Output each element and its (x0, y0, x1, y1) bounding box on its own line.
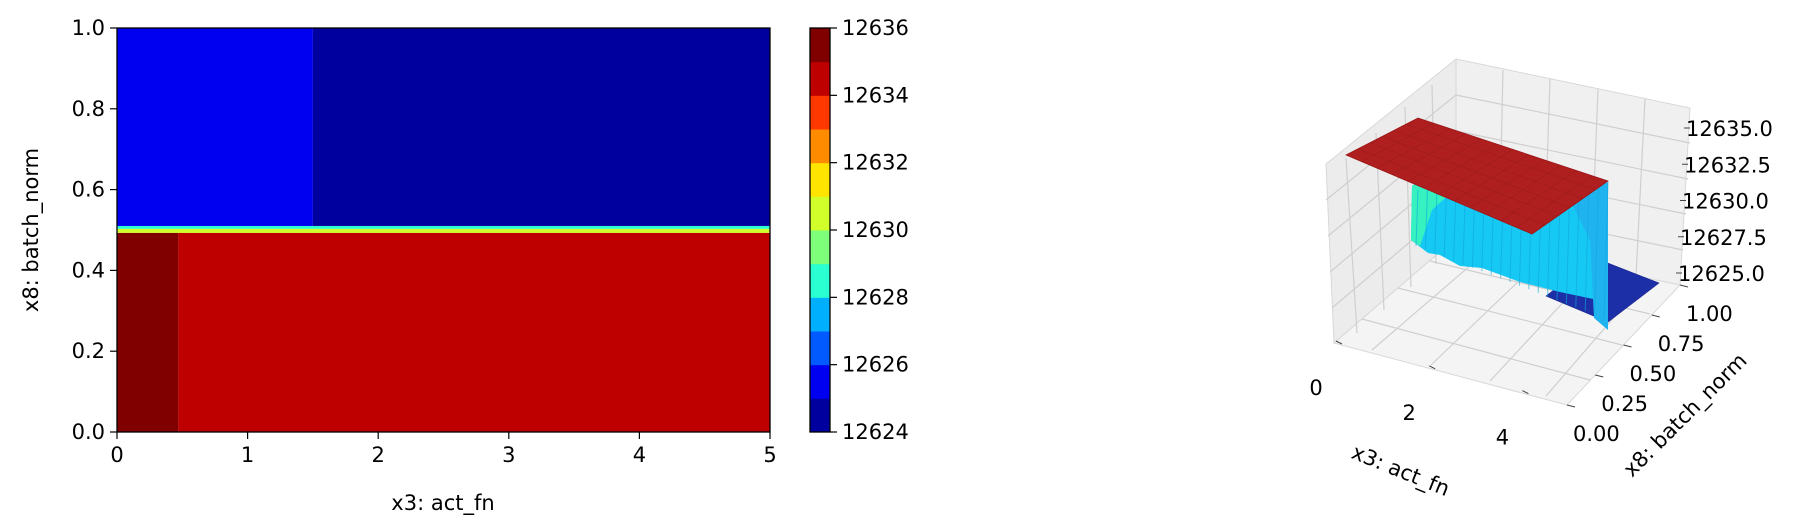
contour-x-tick-label: 3 (502, 443, 515, 467)
surface-mesh-line (1393, 130, 1583, 199)
surface-mesh-line (1357, 148, 1545, 226)
contour-chart: 0 1 2 3 4 5 0.0 0.2 0.4 0.6 0.8 1.0 x3: act_fn x8:… (19, 16, 777, 516)
colorbar-level (810, 129, 830, 164)
contour-x-tick-label: 1 (241, 443, 254, 467)
surface (1345, 117, 1660, 330)
colorbar-tick-label: 12624 (842, 420, 909, 444)
surface-mesh-line (1405, 123, 1596, 191)
contour-x-axis-label: x3: act_fn (391, 491, 494, 516)
surface-x-ticks: 0 2 4 (1309, 340, 1529, 450)
surface-x-tick-label: 0 (1309, 376, 1322, 400)
contour-y-tick-label: 0.2 (72, 339, 105, 363)
surface-z-tick-label: 12632.5 (1684, 153, 1771, 177)
colorbar-level (810, 263, 830, 298)
colorbar-tick-label: 12628 (842, 285, 909, 309)
colorbar-level (810, 230, 830, 265)
surface-wall-stripe (1575, 183, 1580, 308)
contour-x-tick-label: 0 (110, 443, 123, 467)
colorbar-tick-label: 12630 (842, 218, 909, 242)
contour-x-ticks: 0 1 2 3 4 5 (110, 432, 777, 467)
surface-mesh-line (1381, 136, 1571, 208)
colorbar-tick-label: 12632 (842, 151, 909, 175)
contour-region (117, 225, 770, 229)
contour-region (312, 28, 770, 226)
surface-y-tick-label: 1.00 (1686, 302, 1733, 326)
colorbar-level (810, 28, 830, 63)
surface-y-tick-label: 0.25 (1601, 392, 1648, 416)
surface-z-tick-label: 12635.0 (1686, 117, 1773, 141)
surface-x-tick-label: 2 (1403, 401, 1416, 425)
surface-y-tick-label: 0.75 (1658, 332, 1705, 356)
surface-z-tick-label: 12630.0 (1682, 190, 1769, 214)
surface-wall-right (1570, 182, 1608, 330)
contour-axes-frame (116, 27, 771, 433)
surface-x-tick-mark (1522, 390, 1529, 395)
surface-wall-stripe (1443, 188, 1447, 257)
surface-y-tick-mark (1595, 374, 1604, 378)
surface-y-tick-mark (1651, 314, 1660, 318)
colorbar-level (810, 196, 830, 231)
colorbar-level (810, 364, 830, 399)
contour-region (178, 232, 770, 432)
surface-mesh-line (1369, 142, 1558, 217)
surface-3d-chart: 024 0.000.250.500.751.00 12625.012627.51… (1309, 57, 1773, 502)
surface-wall-stripe (1424, 189, 1428, 250)
surface-wall-stripe (1415, 189, 1419, 247)
surface-x-tick-label: 4 (1496, 426, 1509, 450)
colorbar-level (810, 162, 830, 197)
contour-y-axis-label: x8: batch_norm (19, 148, 44, 312)
colorbar-levels (810, 28, 830, 433)
surface-wall-stripes (1415, 181, 1609, 319)
surface-z-ticks: 12625.0 12627.5 12630.0 12632.5 12635.0 (1676, 117, 1773, 286)
contour-region (117, 232, 179, 432)
surface-y-tick-label: 0.50 (1630, 362, 1677, 386)
contour-region (117, 28, 313, 226)
colorbar-tick-label: 12626 (842, 353, 909, 377)
contour-x-tick-label: 5 (763, 443, 776, 467)
surface-y-ticks: 0.00 0.25 0.50 0.75 1.00 (1566, 284, 1733, 446)
colorbar-level (810, 331, 830, 366)
colorbar-level (810, 297, 830, 332)
contour-x-tick-label: 4 (633, 443, 646, 467)
colorbar-level (810, 61, 830, 96)
colorbar-level (810, 398, 830, 433)
surface-wall-stripe (1603, 181, 1609, 319)
surface-z-tick-label: 12625.0 (1678, 262, 1765, 286)
surface-wall-stripe (1584, 182, 1590, 311)
surface-x-tick-mark (1428, 365, 1436, 370)
contour-regions (117, 28, 770, 432)
surface-y-tick-mark (1679, 284, 1689, 288)
surface-x-tick-mark (1335, 340, 1343, 345)
surface-y-tick-label: 0.00 (1573, 422, 1620, 446)
colorbar-tick-label: 12636 (842, 16, 909, 40)
contour-y-tick-label: 0.0 (72, 420, 105, 444)
surface-y-tick-mark (1623, 344, 1632, 348)
contour-x-tick-label: 2 (372, 443, 385, 467)
colorbar-level (810, 95, 830, 130)
surface-x-axis-label: x3: act_fn (1348, 440, 1453, 502)
contour-y-tick-label: 0.8 (72, 97, 105, 121)
colorbar-ticks: 12624 12626 12628 12630 12632 12634 12636 (830, 16, 909, 444)
colorbar-tick-label: 12634 (842, 83, 909, 107)
colorbar: 12624 12626 12628 12630 12632 12634 12636 (809, 16, 909, 444)
contour-y-ticks: 0.0 0.2 0.4 0.6 0.8 1.0 (72, 16, 117, 444)
surface-z-tick-label: 12627.5 (1680, 226, 1767, 250)
contour-region (117, 228, 770, 233)
surface-wall-stripe (1434, 189, 1438, 254)
surface-wall-stripe (1594, 182, 1599, 315)
contour-y-tick-label: 0.4 (72, 258, 105, 282)
contour-y-tick-label: 0.6 (72, 178, 105, 202)
surface-top-mesh (1357, 122, 1596, 228)
contour-y-tick-label: 1.0 (72, 16, 105, 40)
surface-y-tick-mark (1566, 404, 1576, 408)
